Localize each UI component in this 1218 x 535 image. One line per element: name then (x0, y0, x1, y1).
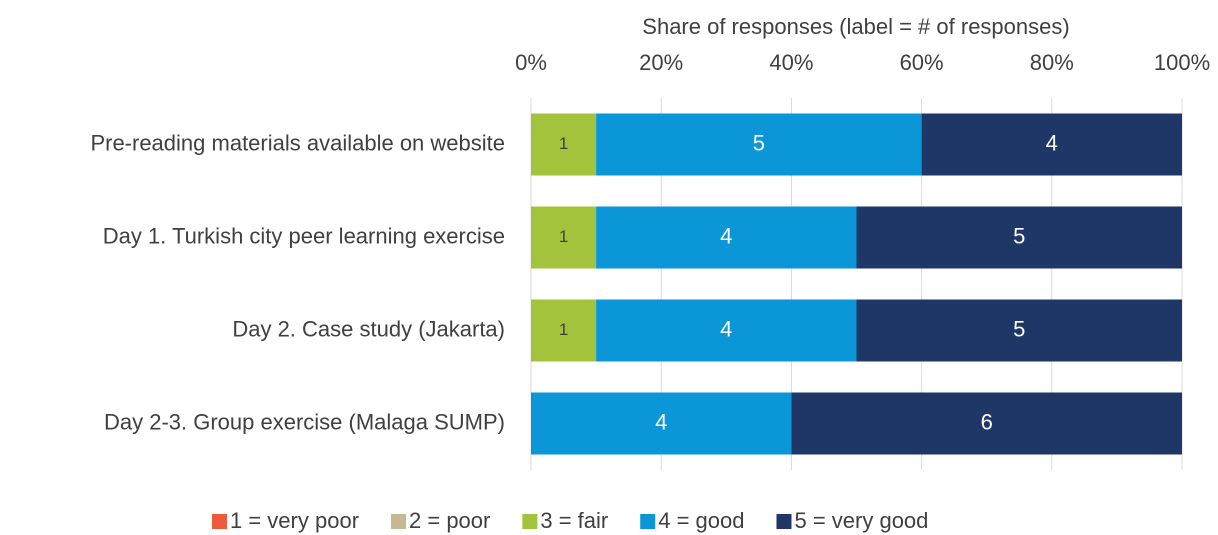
data-label: 6 (981, 409, 993, 434)
y-tick-label: Day 2. Case study (Jakarta) (232, 316, 505, 341)
x-tick-label: 20% (639, 50, 683, 75)
data-label: 4 (720, 223, 732, 248)
x-tick-label: 60% (900, 50, 944, 75)
axis-title: Share of responses (label = # of respons… (642, 14, 1069, 39)
data-label: 4 (720, 316, 732, 341)
x-tick-label: 100% (1154, 50, 1210, 75)
data-label: 1 (559, 320, 568, 339)
legend-swatch (391, 514, 407, 529)
bar-segment (856, 299, 1182, 362)
x-tick-label: 80% (1030, 50, 1074, 75)
x-tick-label: 0% (515, 50, 547, 75)
data-label: 5 (1013, 223, 1025, 248)
data-label: 5 (753, 130, 765, 155)
legend-label: 2 = poor (409, 508, 490, 533)
y-tick-label: Day 1. Turkish city peer learning exerci… (103, 223, 505, 248)
legend-label: 4 = good (658, 508, 744, 533)
legend-swatch (640, 514, 656, 529)
bar-segment (596, 206, 857, 269)
legend-label: 5 = very good (794, 508, 928, 533)
bar-segment (856, 206, 1182, 269)
y-tick-label: Pre-reading materials available on websi… (90, 130, 505, 155)
data-label: 4 (655, 409, 667, 434)
data-label: 1 (559, 134, 568, 153)
y-tick-label: Day 2-3. Group exercise (Malaga SUMP) (104, 409, 505, 434)
legend-swatch (522, 514, 538, 529)
data-label: 5 (1013, 316, 1025, 341)
bar-segment (531, 206, 597, 269)
legend-label: 3 = fair (540, 508, 608, 533)
legend-label: 1 = very poor (230, 508, 359, 533)
x-tick-label: 40% (769, 50, 813, 75)
data-label: 1 (559, 227, 568, 246)
bar-segment (531, 299, 597, 362)
bar-segment (531, 392, 792, 455)
bar-segment (596, 113, 922, 176)
data-label: 4 (1046, 130, 1058, 155)
bar-segment (921, 113, 1182, 176)
legend-swatch (212, 514, 227, 529)
bar-segment (531, 113, 597, 176)
bar-segment (596, 299, 857, 362)
legend-swatch (776, 514, 792, 529)
bar-segment (791, 392, 1182, 455)
